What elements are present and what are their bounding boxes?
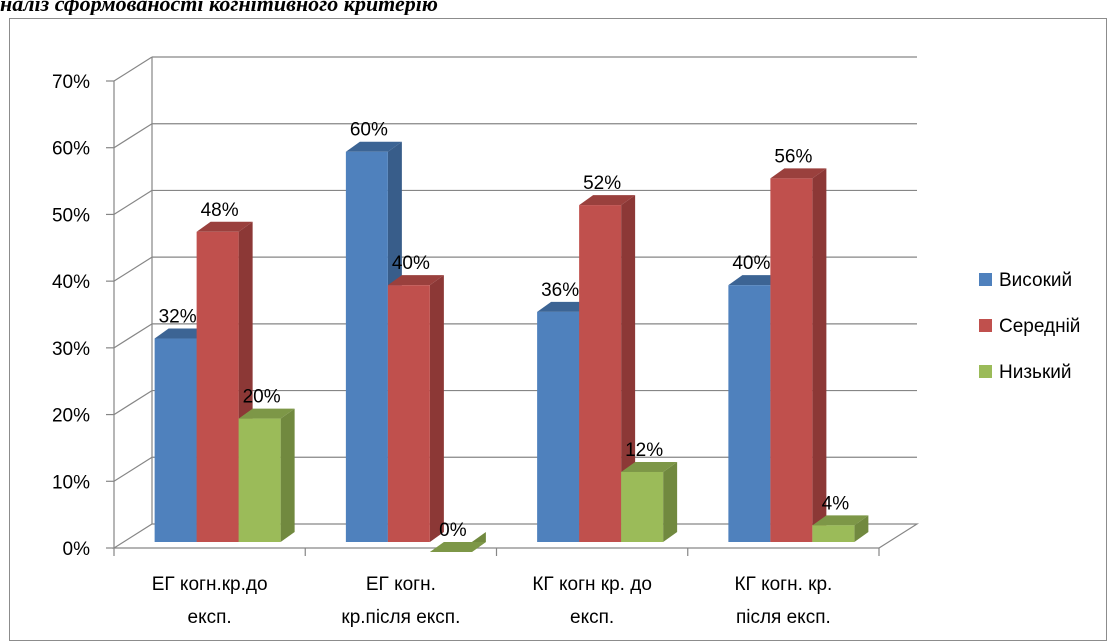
- legend-item: Середній: [979, 316, 1080, 337]
- data-label: 0%: [439, 520, 467, 541]
- bar-side-face: [663, 461, 678, 542]
- bar-top-face: [345, 141, 402, 152]
- bar-side-face: [429, 275, 444, 542]
- data-label: 60%: [350, 120, 388, 141]
- bar-top-face: [196, 221, 253, 232]
- legend-swatch: [979, 319, 992, 332]
- bar-top-face: [429, 542, 486, 552]
- bar: [238, 408, 295, 542]
- data-label: 32%: [159, 307, 197, 328]
- bar-side-face: [812, 168, 827, 542]
- data-label: 48%: [201, 200, 239, 221]
- x-tick-label: КГ когн. кр.: [734, 574, 832, 595]
- bar: [621, 461, 678, 542]
- data-label: 4%: [822, 493, 850, 514]
- legend-swatch: [979, 365, 992, 378]
- legend-label: Низький: [999, 362, 1071, 383]
- plot-area: 0% 10% 20% 30% 40% 50% 60% 70% 32% 48% 20% ЕГ когн.…: [52, 56, 920, 628]
- x-tick-label: експ.: [570, 607, 614, 628]
- bar-front-face: [728, 285, 771, 542]
- data-label: 20%: [243, 387, 281, 408]
- x-tick-label: після експ.: [736, 607, 831, 628]
- bar-front-face: [345, 151, 388, 542]
- legend-swatch: [979, 273, 992, 286]
- x-tick-label: ЕГ когн.кр.до: [152, 574, 268, 595]
- y-tick-label: 0%: [63, 539, 91, 560]
- data-label: 40%: [732, 253, 770, 274]
- y-tick-label: 30%: [52, 339, 90, 360]
- y-tick-label: 40%: [52, 272, 90, 293]
- bar: [770, 168, 827, 542]
- gridline-side: [113, 189, 153, 215]
- y-tick-label: 20%: [52, 406, 90, 427]
- bar-top-face: [770, 168, 827, 179]
- gridline-side: [113, 56, 153, 82]
- data-label: 36%: [541, 280, 579, 301]
- legend-item: Низький: [979, 362, 1071, 383]
- bar-top-face: [579, 195, 636, 206]
- data-label: 56%: [774, 146, 812, 167]
- gridline-side: [113, 256, 153, 282]
- bar-top-face: [238, 408, 295, 419]
- bar-front-face: [537, 311, 580, 542]
- bar-side-face: [280, 408, 295, 542]
- bar-front-face: [387, 285, 430, 542]
- bar-front-face: [770, 178, 813, 542]
- gridline-side: [113, 123, 153, 149]
- y-tick-label: 70%: [52, 72, 90, 93]
- legend-label: Високий: [999, 270, 1072, 291]
- data-label: 52%: [583, 173, 621, 194]
- gridline-side: [113, 390, 153, 416]
- bar: [812, 515, 869, 542]
- bar-front-face: [196, 231, 239, 542]
- y-tick-label: 60%: [52, 139, 90, 160]
- x-tick-label: експ.: [188, 607, 232, 628]
- data-label: 40%: [392, 253, 430, 274]
- bar-top-face: [621, 461, 678, 472]
- legend-label: Середній: [999, 316, 1080, 337]
- bar-front-face: [812, 525, 855, 542]
- page-caption: наліз сформованості когнітивного критері…: [0, 0, 438, 15]
- x-tick-label: ЕГ когн.: [366, 574, 436, 595]
- y-tick-label: 50%: [52, 205, 90, 226]
- bar-side-face: [621, 195, 636, 543]
- gridline-side: [113, 456, 153, 482]
- legend: Високий Середній Низький: [979, 270, 1080, 383]
- bar: [387, 275, 444, 542]
- bar: [429, 532, 486, 552]
- chart-floor: [111, 523, 920, 549]
- y-tick-label: 10%: [52, 472, 90, 493]
- data-label: 12%: [625, 440, 663, 461]
- bar-chart: 0% 10% 20% 30% 40% 50% 60% 70% 32% 48% 20% ЕГ когн.…: [52, 56, 1080, 628]
- legend-item: Високий: [979, 270, 1072, 291]
- x-tick-label: КГ когн кр. до: [532, 574, 652, 595]
- bar-side-face: [854, 515, 869, 542]
- bar-front-face: [579, 205, 622, 543]
- bar-top-face: [812, 515, 869, 526]
- bar: [579, 195, 636, 543]
- chart-area: 0% 10% 20% 30% 40% 50% 60% 70% 32% 48% 20% ЕГ когн.…: [9, 18, 1107, 641]
- gridline-side: [113, 323, 153, 349]
- bar-front-face: [154, 338, 197, 542]
- x-tick-label: кр.після експ.: [341, 607, 460, 628]
- bar-top-face: [387, 275, 444, 286]
- bar-front-face: [621, 471, 664, 542]
- bar-front-face: [238, 418, 281, 542]
